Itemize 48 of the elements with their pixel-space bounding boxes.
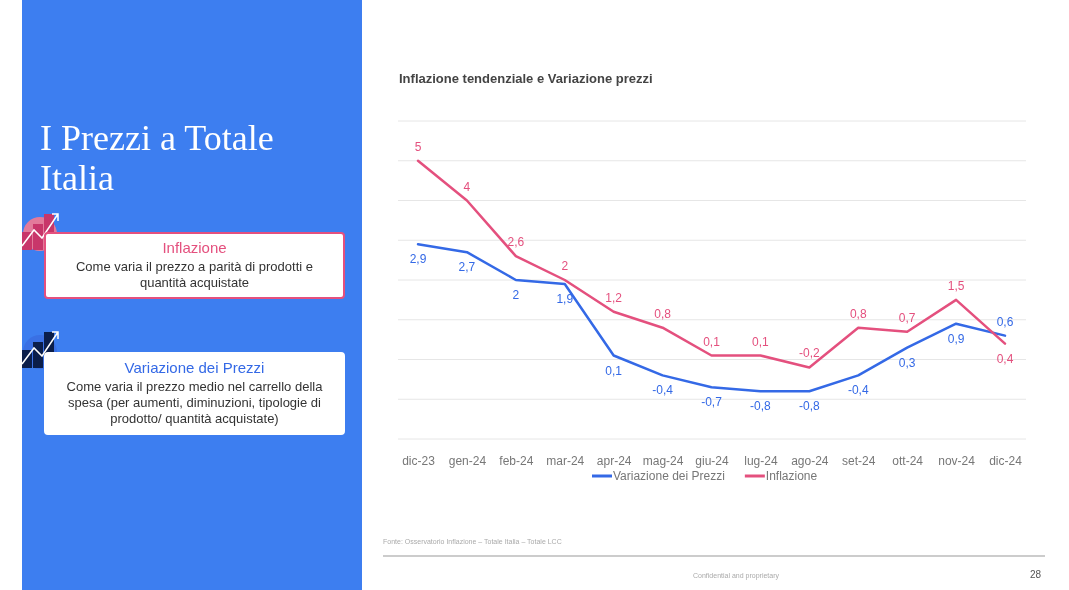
data-label: 1,2 <box>605 290 623 305</box>
data-label: 4 <box>463 179 471 194</box>
data-label: -0,4 <box>652 383 674 398</box>
data-label: 2 <box>561 259 569 273</box>
data-label: 0,9 <box>947 331 965 346</box>
data-label: -0,4 <box>847 383 869 398</box>
data-label: -0,2 <box>798 346 820 361</box>
data-label: 0,4 <box>996 351 1014 366</box>
data-label: -0,8 <box>798 399 820 414</box>
data-label: 0,1 <box>703 334 721 349</box>
legend-label: Variazione dei Prezzi <box>613 469 725 483</box>
data-label: 2 <box>512 288 520 302</box>
data-label: 0,7 <box>898 310 916 325</box>
data-label: 1,9 <box>556 291 574 306</box>
x-tick-label: mag-24 <box>642 453 684 468</box>
data-label: 2,7 <box>458 260 476 275</box>
text: Inflazione <box>161 239 228 256</box>
x-tick-label: set-24 <box>842 453 876 468</box>
legend-label: Inflazione <box>765 469 818 483</box>
data-label: 0,1 <box>605 363 623 378</box>
data-label: 0,8 <box>654 306 672 321</box>
x-tick-label: apr-24 <box>596 453 632 468</box>
data-label: 0,8 <box>849 306 867 321</box>
data-label: 2,6 <box>507 235 525 250</box>
text: Come varia il prezzo a parità di prodotti e quantità acquistate <box>75 259 314 291</box>
x-tick-label: dic-24 <box>989 453 1023 468</box>
data-label: 5 <box>414 139 422 154</box>
text: I Prezzi a Totale Italia <box>40 118 275 198</box>
text: 28 <box>1030 569 1042 580</box>
x-tick-label: lug-24 <box>744 453 778 468</box>
x-tick-label: ott-24 <box>892 453 924 468</box>
x-tick-label: giu-24 <box>695 453 729 468</box>
data-label: -0,8 <box>750 399 772 414</box>
data-label: 0,3 <box>898 355 916 370</box>
text: Variazione dei Prezzi <box>123 359 266 376</box>
x-tick-label: feb-24 <box>499 453 534 468</box>
x-tick-label: nov-24 <box>938 453 976 468</box>
text: Come varia il prezzo medio nel carrello della spesa (per aumenti, diminuzioni, tipologie di prodotto/ quantità acquistate) <box>65 379 324 427</box>
x-tick-label: dic-23 <box>402 453 436 468</box>
x-tick-label: gen-24 <box>448 453 487 468</box>
data-label: 1,5 <box>947 278 965 293</box>
x-tick-label: ago-24 <box>791 453 829 468</box>
data-label: 0,1 <box>752 334 770 349</box>
data-label: -0,7 <box>701 395 723 410</box>
data-label: 0,6 <box>996 314 1014 329</box>
x-tick-label: mar-24 <box>546 453 585 468</box>
chart-title: Inflazione tendenziale e Variazione prezzi <box>399 71 653 86</box>
data-label: 2,9 <box>409 252 427 267</box>
